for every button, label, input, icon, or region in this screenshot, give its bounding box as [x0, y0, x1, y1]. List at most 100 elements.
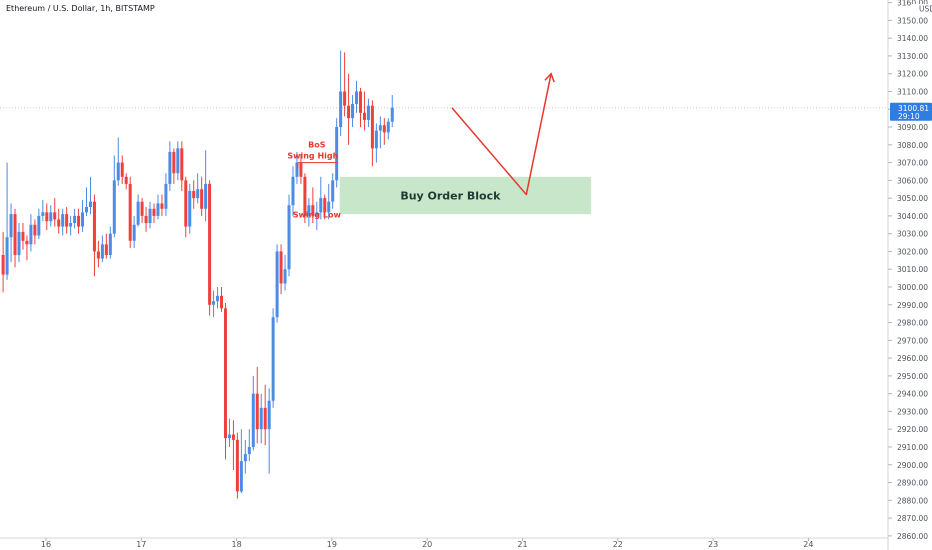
- candle-body: [271, 317, 275, 401]
- candle-body: [188, 191, 192, 227]
- price-tick-label: 2980.00: [897, 319, 928, 328]
- candles-group: [1, 50, 394, 499]
- candle-body: [17, 231, 21, 256]
- candle-body: [347, 105, 351, 119]
- candle-body: [231, 434, 235, 440]
- candle-body: [192, 191, 196, 199]
- candle-body: [100, 244, 104, 259]
- price-tick-label: 2990.00: [897, 301, 928, 310]
- price-tick-label: 2940.00: [897, 390, 928, 399]
- candle-body: [164, 183, 168, 209]
- candle-body: [223, 308, 227, 439]
- price-tick-label: 3150.00: [897, 16, 928, 25]
- candle-body: [374, 130, 378, 149]
- candle-body: [81, 212, 85, 227]
- candle-body: [239, 461, 243, 492]
- currency-label-bg: [911, 4, 931, 13]
- candle-body: [343, 91, 347, 106]
- swing-low-label: Swing Low: [293, 211, 342, 220]
- candle-body: [382, 125, 386, 133]
- price-tick-label: 3040.00: [897, 212, 928, 221]
- price-tick-label: 3140.00: [897, 34, 928, 43]
- candle-body: [275, 251, 279, 318]
- candle-body: [1, 255, 5, 275]
- candle-body: [235, 439, 239, 492]
- candle-body: [136, 201, 140, 225]
- candle-body: [362, 112, 366, 120]
- swing-high-label: Swing High: [287, 152, 338, 161]
- candle-body: [96, 251, 100, 259]
- candle-body: [9, 214, 13, 238]
- candle-body: [156, 203, 160, 216]
- candle-body: [132, 224, 136, 241]
- candle-body: [77, 215, 81, 227]
- candle-body: [255, 393, 259, 430]
- candle-body: [311, 205, 315, 216]
- candle-body: [287, 205, 291, 270]
- candle-body: [208, 183, 212, 305]
- candle-body: [144, 215, 148, 224]
- candle-body: [45, 212, 49, 222]
- candle-body: [120, 162, 124, 177]
- time-tick-label: 17: [136, 540, 146, 549]
- candle-body: [366, 105, 370, 120]
- candle-body: [196, 189, 200, 199]
- time-tick-label: 23: [708, 540, 718, 549]
- candle-body: [104, 244, 108, 256]
- symbol-title: Ethereum / U.S. Dollar, 1h, BITSTAMP: [6, 4, 155, 13]
- candle-body: [386, 121, 390, 133]
- candle-body: [49, 212, 53, 222]
- candle-body: [358, 91, 362, 113]
- price-axis: 3160.00 3150.00 3140.00 3130.00 3120.00 3110.…: [888, 0, 928, 541]
- candle-body: [378, 125, 382, 131]
- candle-body: [212, 301, 216, 305]
- candle-body: [227, 434, 231, 439]
- price-tick-label: 3130.00: [897, 52, 928, 61]
- price-tick-label: 3060.00: [897, 176, 928, 185]
- candle-body: [25, 240, 29, 245]
- candle-body: [33, 224, 37, 236]
- candle-body: [200, 189, 204, 209]
- price-tick-label: 3110.00: [897, 87, 928, 96]
- candle-body: [13, 214, 17, 256]
- price-tag-countdown: 29:10: [898, 112, 920, 121]
- candle-body: [69, 223, 73, 227]
- price-tick-label: 3080.00: [897, 141, 928, 150]
- candle-body: [303, 176, 307, 216]
- price-tick-label: 3050.00: [897, 194, 928, 203]
- candle-body: [41, 212, 45, 216]
- candle-body: [37, 215, 41, 236]
- bos-label: BoS: [308, 141, 326, 150]
- candle-body: [61, 214, 65, 227]
- candle-body: [390, 107, 394, 122]
- price-tick-label: 3010.00: [897, 265, 928, 274]
- candle-body: [88, 201, 92, 208]
- candle-body: [152, 208, 156, 216]
- candle-body: [355, 91, 359, 104]
- candle-body: [247, 446, 251, 455]
- price-tick-label: 2870.00: [897, 514, 928, 523]
- time-tick-label: 20: [422, 540, 432, 549]
- projection-arrowhead: [544, 72, 555, 83]
- price-tick-label: 2900.00: [897, 461, 928, 470]
- price-tick-label: 3120.00: [897, 70, 928, 79]
- order-block-zone: [339, 176, 592, 215]
- candle-body: [180, 148, 184, 181]
- price-tick-label: 2910.00: [897, 443, 928, 452]
- price-tick-label: 2930.00: [897, 407, 928, 416]
- candle-body: [291, 176, 295, 206]
- time-tick-label: 22: [613, 540, 623, 549]
- candle-body: [243, 454, 247, 462]
- candle-body: [85, 207, 89, 213]
- candle-body: [307, 205, 311, 216]
- candle-body: [92, 201, 96, 252]
- price-tick-label: 2860.00: [897, 532, 928, 541]
- price-tick-label: 3030.00: [897, 230, 928, 239]
- candle-body: [128, 183, 132, 241]
- candle-body: [176, 148, 180, 174]
- candle-body: [331, 180, 335, 202]
- candle-body: [323, 198, 327, 213]
- candle-body: [108, 233, 112, 256]
- candle-body: [29, 224, 33, 245]
- candle-body: [335, 127, 339, 181]
